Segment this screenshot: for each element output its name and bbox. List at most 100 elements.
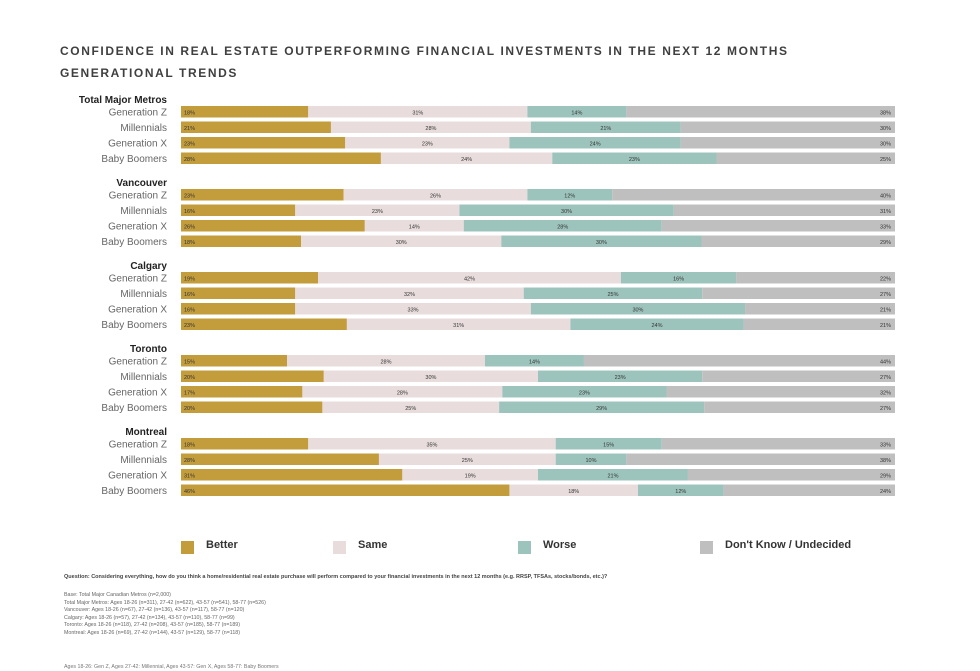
- bar-segment-better: [181, 453, 379, 465]
- data-label-worse: 29%: [596, 406, 607, 412]
- bar-segment-better: [181, 272, 319, 284]
- data-label-better: 23%: [184, 142, 195, 148]
- row-label-vancouver-baby-boomers: Baby Boomers: [101, 237, 167, 248]
- bar-segment-dont-know: [736, 272, 895, 284]
- bar-segment-better: [181, 287, 296, 299]
- row-label-calgary-baby-boomers: Baby Boomers: [101, 320, 167, 331]
- data-label-same: 31%: [412, 111, 423, 117]
- bar-segment-dont-know: [704, 401, 895, 413]
- bar-segment-worse: [555, 453, 627, 465]
- data-label-worse: 16%: [673, 277, 684, 283]
- bar-segment-worse: [527, 189, 613, 201]
- data-label-same: 31%: [453, 323, 464, 329]
- bar-segment-dont-know: [583, 355, 895, 367]
- bar-segment-same: [345, 137, 510, 149]
- bar-segment-worse: [538, 469, 688, 481]
- bar-segment-better: [181, 303, 296, 315]
- legend-label-same: Same: [358, 539, 388, 551]
- bar-segment-better: [181, 189, 344, 201]
- data-label-dont-know: 33%: [880, 443, 891, 449]
- footnote-base-line: Calgary: Ages 18-26 (n=57), 27-42 (n=134…: [64, 614, 235, 621]
- data-label-same: 23%: [422, 142, 433, 148]
- data-label-better: 16%: [184, 209, 195, 215]
- data-label-worse: 14%: [571, 111, 582, 117]
- data-label-worse: 14%: [529, 360, 540, 366]
- data-label-same: 32%: [404, 292, 415, 298]
- bar-segment-dont-know: [673, 204, 895, 216]
- data-label-worse: 12%: [675, 489, 686, 495]
- data-label-better: 46%: [184, 489, 195, 495]
- legend-swatch-worse: [518, 541, 531, 554]
- data-label-same: 28%: [425, 126, 436, 132]
- bar-segment-better: [181, 401, 323, 413]
- data-label-same: 30%: [425, 375, 436, 381]
- bar-segment-worse: [552, 152, 717, 164]
- data-label-dont-know: 25%: [880, 157, 891, 163]
- bar-segment-worse: [637, 484, 724, 496]
- data-label-worse: 15%: [603, 443, 614, 449]
- row-label-toronto-millennials: Millennials: [120, 372, 167, 383]
- row-label-vancouver-generation-z: Generation Z: [109, 191, 167, 202]
- row-label-total-major-metros-generation-z: Generation Z: [109, 108, 167, 119]
- legend-swatch-same: [333, 541, 346, 554]
- bar-segment-worse: [620, 272, 737, 284]
- bar-segment-dont-know: [612, 189, 895, 201]
- bar-segment-dont-know: [680, 121, 895, 133]
- data-label-same: 14%: [409, 225, 420, 231]
- row-label-total-major-metros-baby-boomers: Baby Boomers: [101, 154, 167, 165]
- bar-segment-worse: [459, 204, 674, 216]
- data-label-same: 33%: [408, 308, 419, 314]
- chart-title-line2: GENERATIONAL TRENDS: [60, 66, 238, 80]
- data-label-dont-know: 21%: [880, 323, 891, 329]
- data-label-worse: 28%: [557, 225, 568, 231]
- bar-segment-same: [295, 287, 524, 299]
- data-label-worse: 24%: [590, 142, 601, 148]
- row-label-calgary-millennials: Millennials: [120, 289, 167, 300]
- data-label-worse: 23%: [579, 391, 590, 397]
- group-label-total-major-metros: Total Major Metros: [79, 95, 168, 106]
- bar-segment-dont-know: [745, 303, 895, 315]
- bar-segment-same: [287, 355, 485, 367]
- group-label-vancouver: Vancouver: [116, 178, 167, 189]
- data-label-dont-know: 38%: [880, 458, 891, 464]
- bar-segment-dont-know: [702, 287, 895, 299]
- chart-title-line1: CONFIDENCE IN REAL ESTATE OUTPERFORMING …: [60, 44, 789, 58]
- data-label-dont-know: 27%: [880, 292, 891, 298]
- data-label-same: 25%: [462, 458, 473, 464]
- data-label-dont-know: 27%: [880, 375, 891, 381]
- row-label-calgary-generation-z: Generation Z: [109, 274, 167, 285]
- data-label-same: 25%: [405, 406, 416, 412]
- bar-segment-dont-know: [702, 370, 895, 382]
- legend-label-better: Better: [206, 539, 238, 551]
- data-label-dont-know: 40%: [880, 194, 891, 200]
- row-label-montreal-baby-boomers: Baby Boomers: [101, 486, 167, 497]
- legend-label-worse: Worse: [543, 539, 577, 551]
- bar-segment-worse: [530, 303, 746, 315]
- bar-segment-worse: [463, 220, 662, 232]
- row-label-total-major-metros-generation-x: Generation X: [108, 139, 167, 150]
- row-label-toronto-generation-z: Generation Z: [109, 357, 167, 368]
- row-label-toronto-baby-boomers: Baby Boomers: [101, 403, 167, 414]
- bar-segment-worse: [555, 438, 662, 450]
- bar-segment-same: [302, 386, 503, 398]
- bar-segment-better: [181, 235, 302, 247]
- footnote-base-line: Montreal: Ages 18-26 (n=69), 27-42 (n=14…: [64, 629, 240, 636]
- bar-segment-dont-know: [626, 453, 895, 465]
- data-label-better: 18%: [184, 240, 195, 246]
- bar-segment-worse: [484, 355, 584, 367]
- data-label-dont-know: 31%: [880, 209, 891, 215]
- data-label-worse: 23%: [615, 375, 626, 381]
- data-label-better: 28%: [184, 157, 195, 163]
- data-label-worse: 12%: [564, 194, 575, 200]
- data-label-dont-know: 29%: [880, 240, 891, 246]
- data-label-better: 20%: [184, 406, 195, 412]
- bar-segment-better: [181, 121, 331, 133]
- bar-segment-dont-know: [626, 106, 895, 118]
- data-label-dont-know: 27%: [880, 406, 891, 412]
- bar-segment-dont-know: [701, 235, 895, 247]
- data-label-dont-know: 22%: [880, 277, 891, 283]
- data-label-dont-know: 32%: [880, 391, 891, 397]
- data-label-dont-know: 44%: [880, 360, 891, 366]
- row-label-total-major-metros-millennials: Millennials: [120, 123, 167, 134]
- data-label-better: 15%: [184, 360, 195, 366]
